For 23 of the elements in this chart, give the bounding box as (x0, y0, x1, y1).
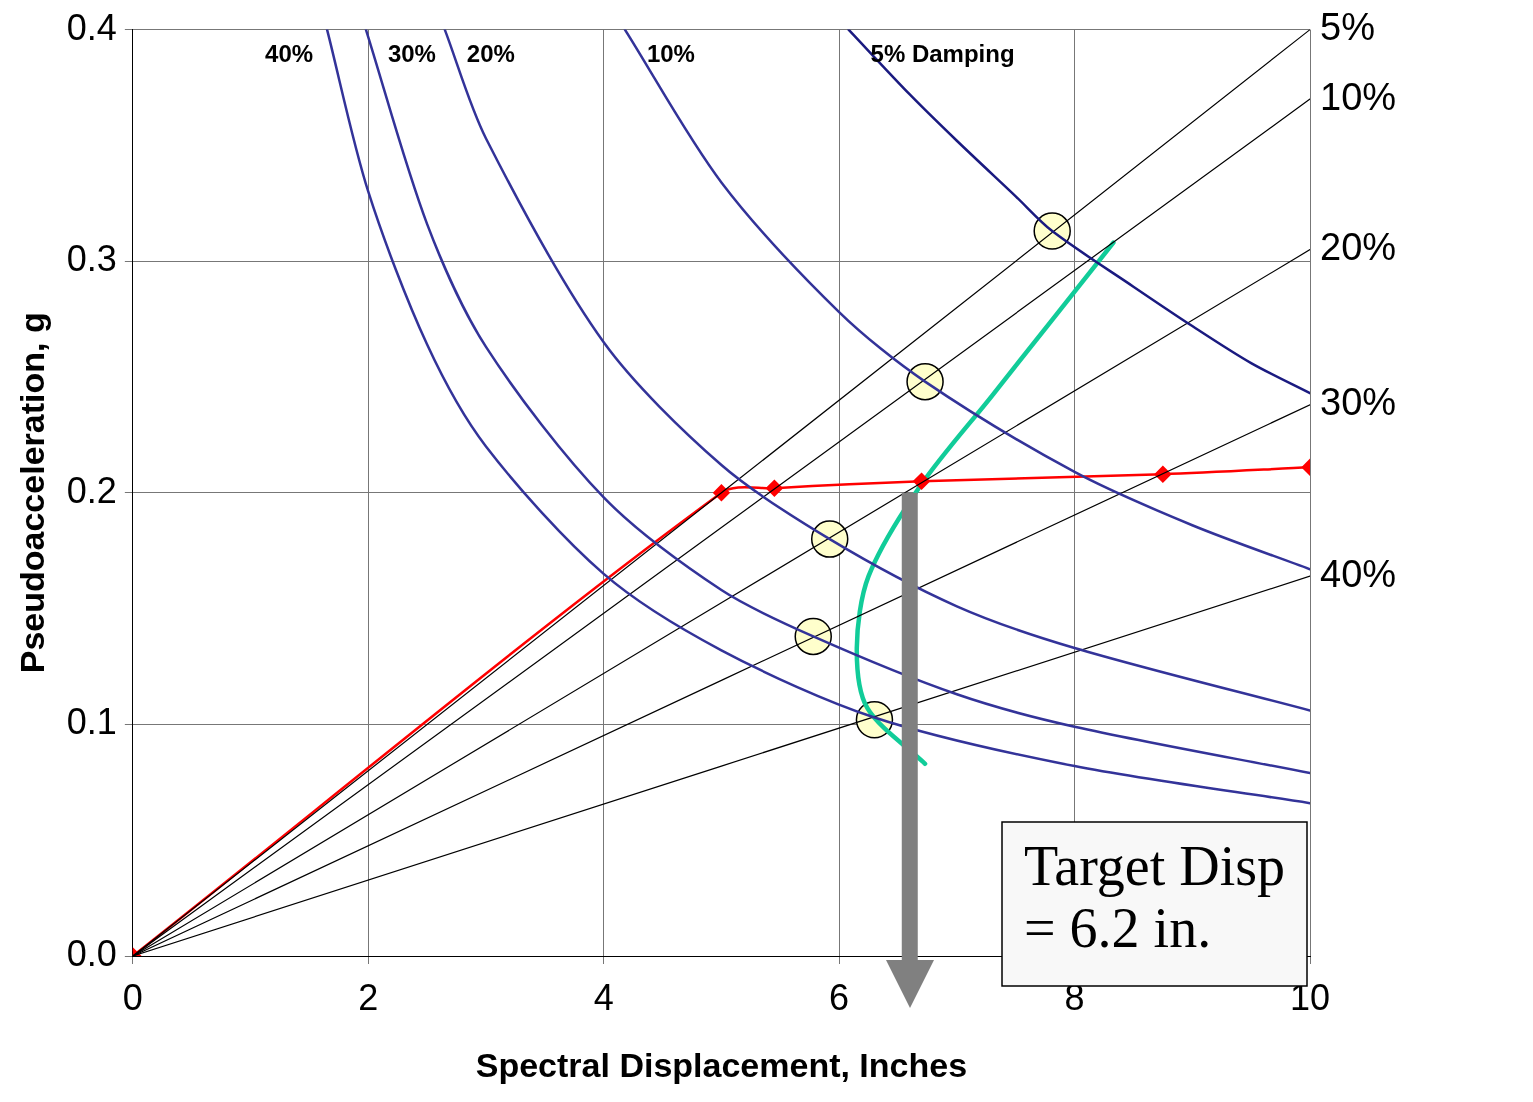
x-tick-label: 10 (1289, 976, 1331, 1018)
series-label: 20% (466, 40, 515, 68)
x-axis-title: Spectral Displacement, Inches (475, 1045, 968, 1084)
series-label: 40% (1320, 552, 1397, 595)
y-tick-label: 0.1 (66, 701, 117, 743)
series-label: 10% (646, 40, 695, 68)
series-label: 5% Damping (870, 40, 1015, 68)
y-tick-label: 0.3 (66, 238, 117, 280)
y-tick-label: 0.0 (66, 932, 117, 974)
series-label: 10% (1320, 75, 1397, 118)
series-label: 20% (1320, 226, 1397, 269)
series-label: 40% (265, 40, 314, 68)
x-tick-label: 4 (593, 976, 614, 1018)
y-tick-label: 0.2 (66, 469, 117, 511)
series-label: 30% (387, 40, 436, 68)
y-axis-title: Pseudoacceleration, g (12, 312, 51, 674)
x-tick-label: 0 (122, 976, 143, 1018)
y-tick-label: 0.4 (66, 6, 117, 48)
series-label: 30% (1320, 381, 1397, 424)
x-tick-label: 2 (358, 976, 379, 1018)
series-label: 5% (1320, 6, 1375, 49)
x-tick-label: 6 (829, 976, 850, 1018)
annotation: Target Disp = 6.2 in. (1024, 834, 1285, 959)
